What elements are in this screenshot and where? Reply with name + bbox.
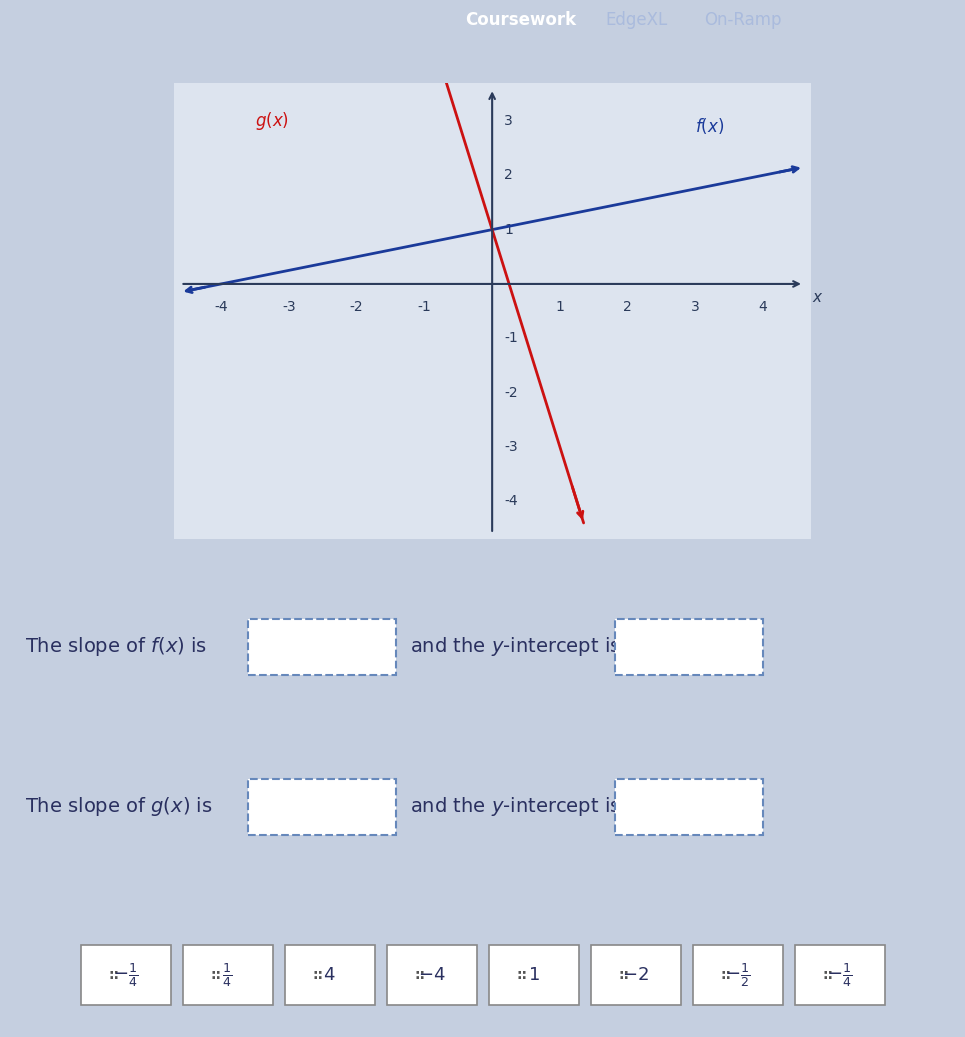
Bar xyxy=(615,779,763,835)
Text: -3: -3 xyxy=(505,440,518,454)
Bar xyxy=(488,945,578,1005)
Text: and the $y$-intercept is: and the $y$-intercept is xyxy=(410,795,620,818)
Bar xyxy=(615,619,763,675)
Text: $x$: $x$ xyxy=(812,290,823,306)
Bar xyxy=(693,945,783,1005)
Text: -4: -4 xyxy=(214,301,228,314)
Text: 2: 2 xyxy=(505,168,513,183)
Text: ::: :: xyxy=(516,968,528,982)
Bar xyxy=(794,945,885,1005)
Text: -1: -1 xyxy=(505,331,518,345)
Text: and the $y$-intercept is: and the $y$-intercept is xyxy=(410,636,620,658)
Text: $f(x)$: $f(x)$ xyxy=(696,116,725,136)
Text: $\frac{1}{4}$: $\frac{1}{4}$ xyxy=(223,961,233,988)
Bar xyxy=(285,945,374,1005)
Text: $4$: $4$ xyxy=(323,965,336,984)
Text: The slope of $f(x)$ is: The slope of $f(x)$ is xyxy=(25,636,207,658)
Text: $-\frac{1}{4}$: $-\frac{1}{4}$ xyxy=(113,961,138,988)
Text: $-4$: $-4$ xyxy=(418,965,445,984)
Text: $-\frac{1}{4}$: $-\frac{1}{4}$ xyxy=(827,961,852,988)
Text: ::: :: xyxy=(415,968,426,982)
Text: $-\frac{1}{2}$: $-\frac{1}{2}$ xyxy=(725,961,750,988)
Text: $g(x)$: $g(x)$ xyxy=(255,110,289,133)
Text: ::: :: xyxy=(210,968,222,982)
Bar xyxy=(248,779,396,835)
Text: -2: -2 xyxy=(505,386,518,399)
Text: -1: -1 xyxy=(418,301,431,314)
Text: The slope of $g(x)$ is: The slope of $g(x)$ is xyxy=(25,795,212,818)
Text: 1: 1 xyxy=(556,301,565,314)
Text: ::: :: xyxy=(822,968,834,982)
Text: EdgeXL: EdgeXL xyxy=(606,10,668,29)
Bar xyxy=(80,945,171,1005)
Text: ::: :: xyxy=(721,968,731,982)
Text: 3: 3 xyxy=(505,114,513,128)
Text: -2: -2 xyxy=(350,301,364,314)
Text: 1: 1 xyxy=(505,223,513,236)
Text: -3: -3 xyxy=(282,301,295,314)
Text: $1$: $1$ xyxy=(528,965,539,984)
Bar xyxy=(387,945,477,1005)
Bar xyxy=(182,945,272,1005)
Text: On-Ramp: On-Ramp xyxy=(704,10,782,29)
Text: 4: 4 xyxy=(758,301,767,314)
Text: ::: :: xyxy=(108,968,120,982)
Text: -4: -4 xyxy=(505,495,518,508)
Text: Coursework: Coursework xyxy=(465,10,577,29)
Text: $-2$: $-2$ xyxy=(622,965,648,984)
Text: 2: 2 xyxy=(623,301,632,314)
Text: ::: :: xyxy=(619,968,629,982)
Text: ::: :: xyxy=(313,968,323,982)
Text: 3: 3 xyxy=(691,301,700,314)
Bar xyxy=(591,945,680,1005)
Bar xyxy=(248,619,396,675)
